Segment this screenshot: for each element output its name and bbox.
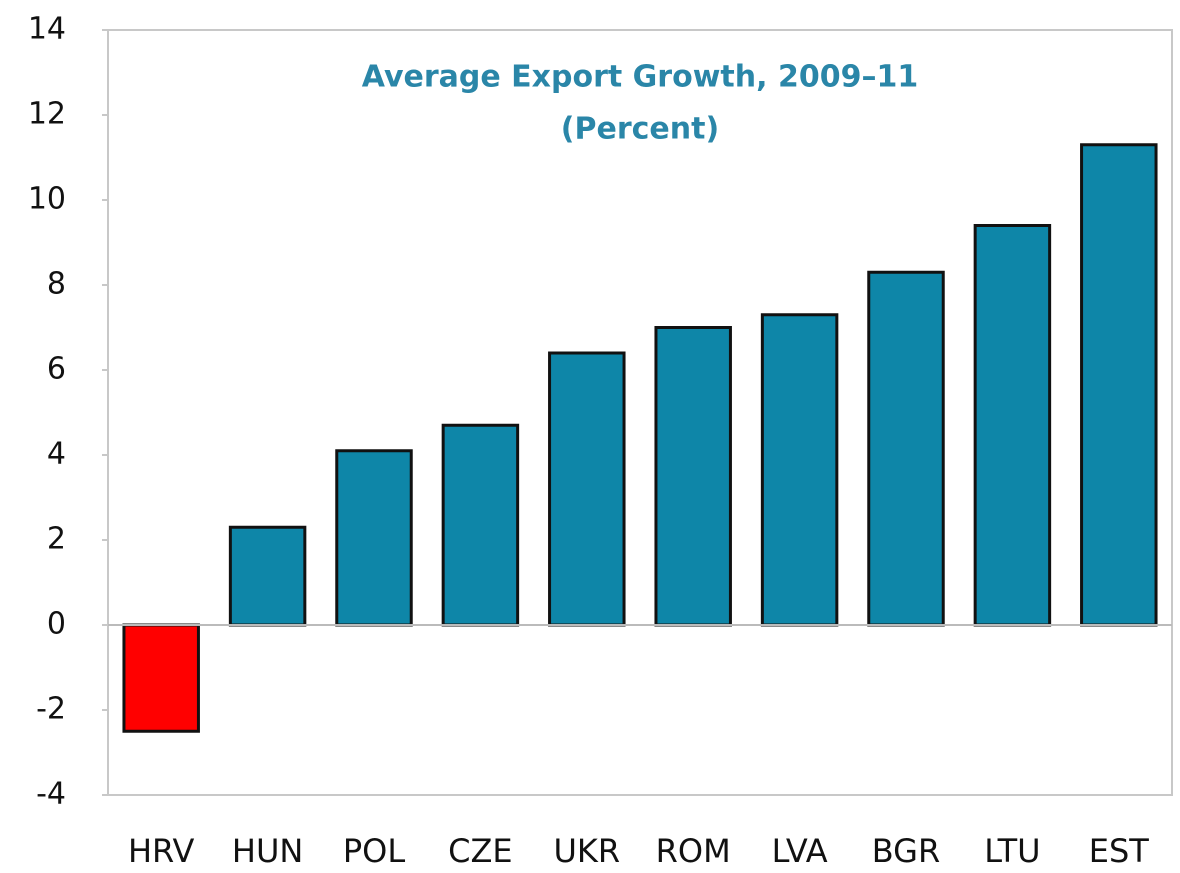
plot-frame <box>107 29 1173 796</box>
x-tick-label: POL <box>343 832 405 870</box>
y-tick-label: 0 <box>47 607 66 642</box>
bar <box>1080 143 1158 627</box>
y-tick-label: 8 <box>47 267 66 302</box>
bar <box>441 423 520 627</box>
y-tick-label: 4 <box>47 437 66 472</box>
y-tick-label: 10 <box>28 182 66 217</box>
x-tick-label: HUN <box>232 832 303 870</box>
x-tick-label: ROM <box>656 832 731 870</box>
x-tick-label: LTU <box>984 832 1040 870</box>
chart-subtitle: (Percent) <box>561 112 719 147</box>
bar <box>867 270 945 627</box>
y-tick-label: -4 <box>36 777 66 812</box>
bar <box>760 313 839 627</box>
bar <box>654 326 732 627</box>
bar <box>335 449 413 627</box>
y-tick-label: 14 <box>28 12 66 47</box>
bar <box>548 351 626 627</box>
chart-title: Average Export Growth, 2009–11 <box>362 60 918 95</box>
y-tick-label: 6 <box>47 352 66 387</box>
x-tick-label: LVA <box>772 832 828 870</box>
y-tick-label: -2 <box>36 692 66 727</box>
x-tick-label: EST <box>1089 832 1150 870</box>
x-tick-label: BGR <box>872 832 940 870</box>
bar <box>973 224 1052 627</box>
bar <box>228 525 307 627</box>
y-tick-label: 12 <box>28 97 66 132</box>
bar <box>122 623 200 733</box>
x-tick-label: HRV <box>128 832 195 870</box>
y-tick-label: 2 <box>47 522 66 557</box>
x-tick-label: CZE <box>448 832 512 870</box>
x-tick-label: UKR <box>553 832 620 870</box>
